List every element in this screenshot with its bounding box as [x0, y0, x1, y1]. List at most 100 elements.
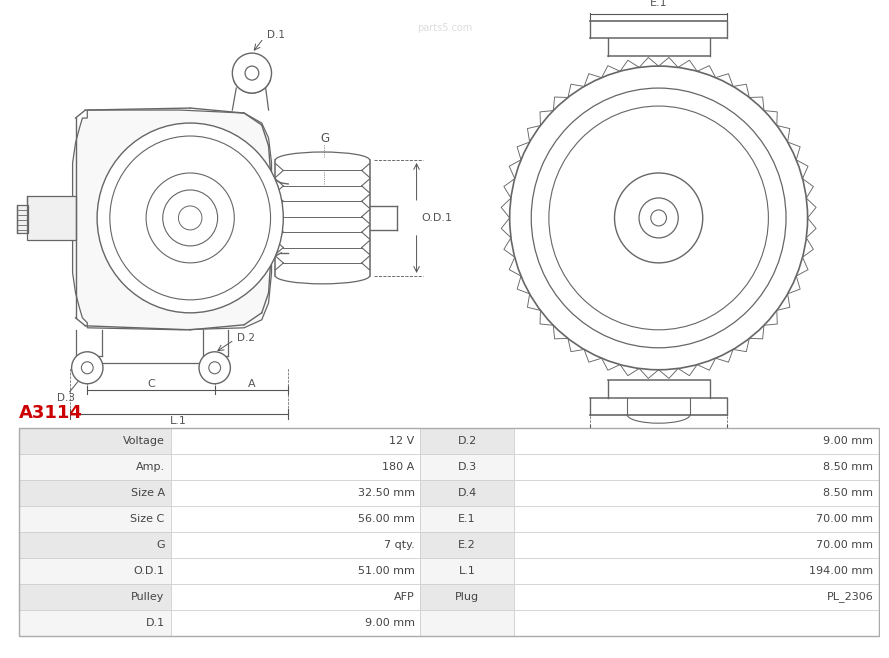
Text: D.3: D.3 [458, 462, 477, 472]
Bar [420, 558, 514, 584]
Bar [171, 506, 420, 532]
Polygon shape [654, 328, 662, 350]
Bar [420, 506, 514, 532]
Polygon shape [766, 214, 788, 222]
Text: D.1: D.1 [267, 30, 284, 40]
Bar [171, 532, 420, 558]
Text: Size C: Size C [131, 514, 164, 524]
Circle shape [549, 106, 768, 330]
Text: O.D.1: O.D.1 [133, 566, 164, 576]
Text: C: C [147, 379, 155, 389]
Bar [17, 205, 28, 233]
Text: L.1: L.1 [459, 566, 476, 576]
Text: D.3: D.3 [57, 393, 75, 403]
Polygon shape [73, 110, 271, 330]
Text: Voltage: Voltage [123, 436, 164, 446]
Circle shape [232, 53, 271, 93]
Polygon shape [654, 86, 662, 108]
Polygon shape [709, 311, 726, 334]
Polygon shape [545, 149, 567, 166]
Text: parts5.com: parts5.com [417, 23, 473, 33]
Text: D.2: D.2 [458, 436, 477, 446]
Polygon shape [709, 102, 726, 125]
Polygon shape [750, 149, 773, 166]
Bar [514, 506, 879, 532]
Bar [19, 480, 171, 506]
Text: L.1: L.1 [170, 416, 187, 426]
Text: 32.50 mm: 32.50 mm [357, 488, 414, 498]
Bar [420, 480, 514, 506]
Bar [514, 584, 879, 610]
Text: 56.00 mm: 56.00 mm [357, 514, 414, 524]
Text: 70.00 mm: 70.00 mm [816, 540, 873, 550]
Bar [514, 558, 879, 584]
Circle shape [532, 88, 786, 348]
Polygon shape [581, 246, 631, 298]
Bar [171, 610, 420, 636]
Bar [27, 196, 76, 240]
Text: D.1: D.1 [146, 618, 164, 628]
Polygon shape [581, 138, 631, 190]
Bar [420, 610, 514, 636]
Text: 51.00 mm: 51.00 mm [357, 566, 414, 576]
Bar [19, 558, 171, 584]
Text: 194.00 mm: 194.00 mm [809, 566, 873, 576]
Bar [19, 532, 171, 558]
Circle shape [509, 66, 807, 370]
Polygon shape [750, 269, 773, 288]
Polygon shape [545, 269, 567, 288]
Bar [19, 454, 171, 480]
Bar [420, 454, 514, 480]
Text: Size A: Size A [131, 488, 164, 498]
Text: 70.00 mm: 70.00 mm [816, 514, 873, 524]
Circle shape [163, 190, 218, 246]
Text: E.1: E.1 [458, 514, 476, 524]
Text: PL_2306: PL_2306 [827, 592, 873, 603]
Text: G: G [156, 540, 164, 550]
Text: E.2: E.2 [650, 437, 668, 447]
Text: O.D.1: O.D.1 [421, 213, 453, 223]
Text: A3114: A3114 [19, 404, 83, 422]
Text: D.4: D.4 [458, 488, 477, 498]
Polygon shape [590, 311, 608, 334]
Bar [514, 480, 879, 506]
Circle shape [82, 362, 93, 374]
Polygon shape [686, 138, 737, 190]
Bar [171, 454, 420, 480]
Text: D.2: D.2 [237, 333, 255, 343]
Bar [19, 428, 879, 636]
Bar [171, 558, 420, 584]
Text: A: A [248, 379, 256, 389]
Circle shape [639, 198, 678, 238]
Circle shape [72, 352, 103, 384]
Circle shape [97, 123, 284, 313]
Circle shape [199, 352, 230, 384]
Text: 180 A: 180 A [382, 462, 414, 472]
Circle shape [651, 210, 667, 226]
Bar [420, 428, 514, 454]
Text: Plug: Plug [455, 592, 479, 602]
Circle shape [614, 173, 702, 263]
Text: AFP: AFP [394, 592, 414, 602]
Text: E.1: E.1 [650, 0, 668, 8]
Circle shape [179, 206, 202, 230]
Circle shape [209, 362, 220, 374]
Bar [420, 584, 514, 610]
Polygon shape [686, 246, 737, 298]
Circle shape [110, 136, 270, 300]
Text: 12 V: 12 V [389, 436, 414, 446]
Bar [171, 480, 420, 506]
Text: 7 qty.: 7 qty. [384, 540, 414, 550]
Bar [171, 584, 420, 610]
Bar [19, 428, 171, 454]
Bar [171, 428, 420, 454]
Text: G: G [320, 132, 329, 145]
Bar [19, 506, 171, 532]
Bar [514, 428, 879, 454]
Bar [19, 610, 171, 636]
Polygon shape [590, 102, 608, 125]
Text: 9.00 mm: 9.00 mm [823, 436, 873, 446]
Circle shape [146, 173, 235, 263]
Circle shape [245, 66, 259, 80]
Bar [19, 584, 171, 610]
